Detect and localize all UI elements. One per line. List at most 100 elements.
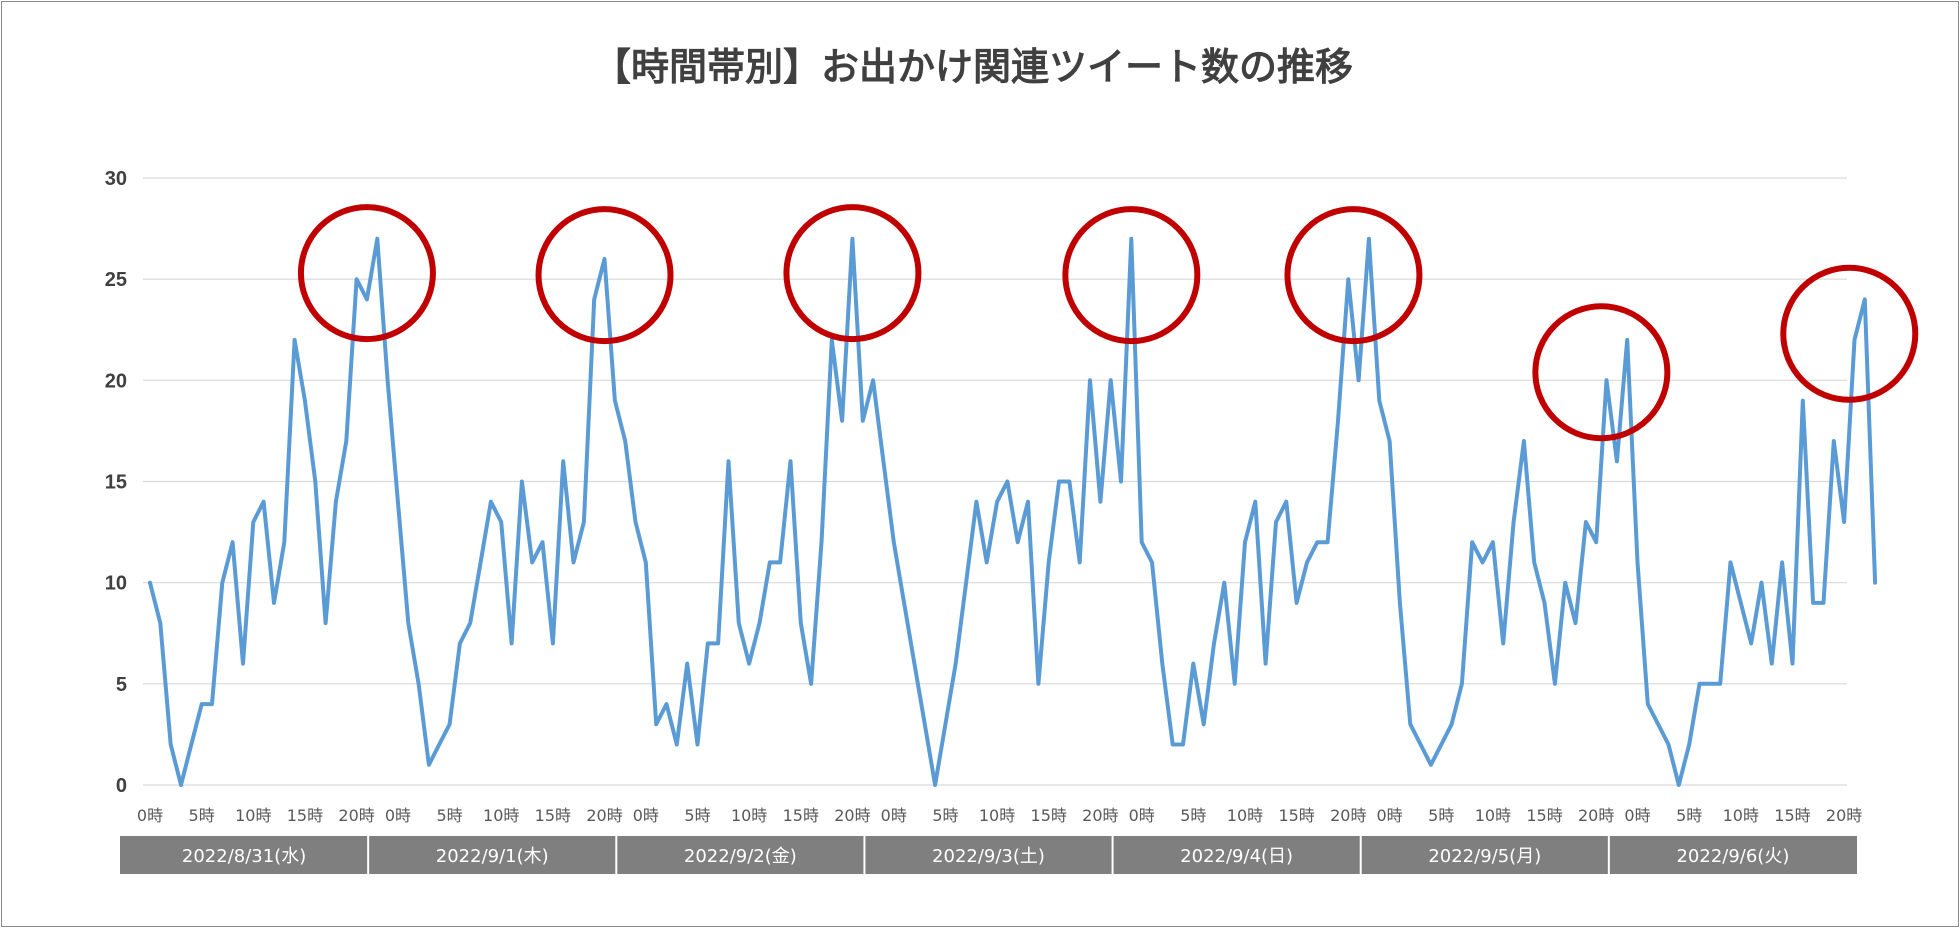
data-point xyxy=(675,742,679,747)
data-point xyxy=(1026,500,1030,504)
x-tick-label: 15時 xyxy=(1031,806,1067,825)
data-point xyxy=(251,520,255,524)
x-tick-label: 20時 xyxy=(338,806,374,825)
data-point xyxy=(1511,520,1516,524)
x-tick-label: 5時 xyxy=(684,806,710,825)
data-point xyxy=(943,722,948,726)
y-tick-label: 25 xyxy=(105,269,127,291)
x-tick-label: 5時 xyxy=(189,806,215,825)
data-point xyxy=(1109,378,1113,382)
y-tick-label: 30 xyxy=(105,168,127,190)
data-point xyxy=(1542,601,1547,605)
data-point xyxy=(231,540,235,544)
series-group xyxy=(148,236,1878,787)
data-point xyxy=(1429,763,1433,767)
data-point xyxy=(1036,682,1040,686)
data-point xyxy=(1470,540,1474,544)
x-tick-label: 10時 xyxy=(1475,806,1511,825)
data-point xyxy=(1191,662,1195,666)
data-point xyxy=(200,702,204,706)
data-point xyxy=(1284,500,1288,504)
data-point xyxy=(1315,540,1319,544)
data-point xyxy=(1408,722,1412,726)
day-label: 2022/9/1(木) xyxy=(436,846,549,867)
data-point xyxy=(1171,742,1175,747)
x-tick-label: 15時 xyxy=(287,806,323,825)
data-point xyxy=(1212,641,1216,645)
x-axis: 0時 5時 10時 15時 20時 0時 5時 10時 15時 20時 0時 5時 10時 15時 20時 0… xyxy=(137,806,1862,825)
data-point xyxy=(1067,479,1071,484)
data-point xyxy=(1821,601,1826,605)
data-point xyxy=(1646,702,1650,706)
y-tick-label: 20 xyxy=(105,370,127,392)
data-point xyxy=(509,641,514,645)
x-tick-label: 15時 xyxy=(535,806,571,825)
peak-highlight-circle xyxy=(297,204,436,343)
data-point xyxy=(1367,237,1371,241)
x-tick-label: 0時 xyxy=(1129,806,1155,825)
data-point xyxy=(520,479,524,484)
data-point xyxy=(1863,297,1867,301)
x-tick-label: 0時 xyxy=(137,806,163,825)
data-point xyxy=(726,459,731,463)
data-point xyxy=(179,783,183,787)
data-point xyxy=(416,682,421,686)
data-point xyxy=(716,641,720,645)
data-point xyxy=(489,500,493,504)
data-point xyxy=(923,722,927,726)
data-point xyxy=(644,560,648,565)
data-point xyxy=(1202,722,1206,726)
data-point xyxy=(148,581,152,585)
data-point xyxy=(995,500,999,504)
data-point xyxy=(447,722,452,726)
y-tick-label: 5 xyxy=(116,674,127,696)
data-point xyxy=(1233,682,1237,686)
peak-highlight-circle xyxy=(1062,206,1201,345)
data-point xyxy=(344,439,348,443)
data-point xyxy=(355,277,359,281)
data-point xyxy=(303,398,307,403)
data-point xyxy=(406,621,410,625)
data-point xyxy=(1749,641,1753,645)
data-point xyxy=(313,479,317,484)
data-point xyxy=(1460,682,1464,686)
data-point xyxy=(1357,378,1361,382)
data-point xyxy=(602,257,607,261)
data-point xyxy=(1160,662,1164,666)
data-point xyxy=(1305,560,1309,565)
data-point xyxy=(158,621,162,625)
data-point xyxy=(1584,520,1588,524)
data-point xyxy=(1604,378,1609,382)
x-tick-label: 15時 xyxy=(1526,806,1562,825)
x-tick-label: 20時 xyxy=(834,806,870,825)
data-point xyxy=(1615,459,1619,463)
data-point xyxy=(210,702,214,706)
data-point xyxy=(1770,662,1774,666)
chart-title: 【時間帯別】お出かけ関連ツイート数の推移 xyxy=(593,45,1353,89)
data-point xyxy=(1439,742,1443,747)
y-tick-label: 0 xyxy=(116,775,127,797)
data-point xyxy=(1708,682,1712,686)
data-point xyxy=(282,540,286,544)
data-point xyxy=(1666,742,1671,747)
peak-highlight-circle xyxy=(535,206,674,345)
data-point xyxy=(1346,277,1350,281)
data-point xyxy=(1811,601,1815,605)
data-point xyxy=(1150,560,1154,565)
data-point xyxy=(861,419,865,423)
data-point xyxy=(1573,621,1578,625)
x-tick-label: 0時 xyxy=(633,806,659,825)
data-point xyxy=(933,783,937,787)
data-point xyxy=(912,662,917,666)
data-point xyxy=(768,560,772,565)
x-tick-label: 20時 xyxy=(586,806,622,825)
data-point xyxy=(664,702,669,706)
data-point xyxy=(1718,682,1722,686)
data-point xyxy=(1119,479,1123,484)
data-point xyxy=(902,601,906,605)
data-point xyxy=(551,641,555,645)
data-point xyxy=(881,459,886,463)
data-point xyxy=(985,560,989,565)
day-band-background xyxy=(120,836,1857,874)
